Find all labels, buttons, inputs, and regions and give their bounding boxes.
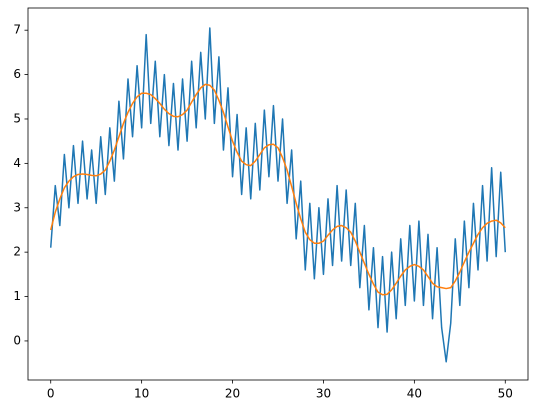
x-tick-label: 30 <box>316 387 331 401</box>
data-line <box>50 83 506 296</box>
x-tick-label: 10 <box>134 387 149 401</box>
x-tick-label: 50 <box>498 387 513 401</box>
x-tick-label: 20 <box>225 387 240 401</box>
y-tick-label: 4 <box>13 156 21 170</box>
y-tick-label: 5 <box>13 111 21 125</box>
y-tick-label: 7 <box>13 23 21 37</box>
y-tick-label: 1 <box>13 289 21 303</box>
data-line <box>49 27 507 363</box>
x-tick-label: 0 <box>47 387 55 401</box>
y-tick-label: 6 <box>13 67 21 81</box>
y-tick-label: 3 <box>13 200 21 214</box>
x-tick-label: 40 <box>407 387 422 401</box>
y-tick-label: 2 <box>13 245 21 259</box>
plot-frame <box>27 7 529 381</box>
y-tick-label: 0 <box>13 333 21 347</box>
